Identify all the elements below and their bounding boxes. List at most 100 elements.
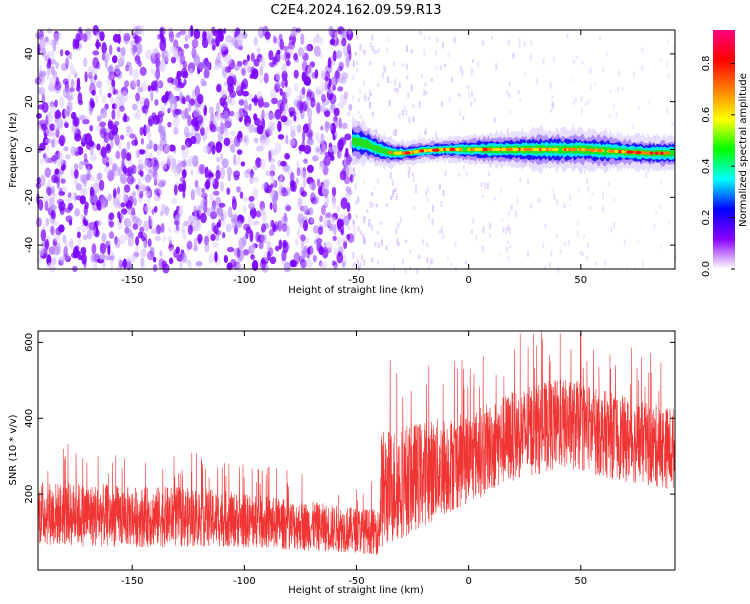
noise-blob xyxy=(259,114,264,122)
speckle xyxy=(444,63,446,68)
noise-blob xyxy=(184,34,189,42)
noise-blob xyxy=(187,114,192,127)
noise-blob xyxy=(206,207,212,216)
speckle xyxy=(418,254,421,259)
speckle xyxy=(586,177,589,184)
noise-blob xyxy=(141,172,145,182)
ridge-hotspot xyxy=(469,147,475,152)
noise-blob xyxy=(316,102,321,115)
noise-blob xyxy=(109,86,115,94)
speckle xyxy=(510,204,513,210)
speckle xyxy=(594,261,597,265)
noise-blob xyxy=(47,63,51,76)
noise-blob xyxy=(220,215,226,227)
speckle xyxy=(409,249,412,254)
noise-blob xyxy=(278,177,283,189)
speckle xyxy=(362,233,365,239)
speckle xyxy=(542,58,545,65)
noise-blob xyxy=(229,110,235,117)
speckle xyxy=(357,196,360,204)
noise-blob xyxy=(116,70,123,80)
speckle xyxy=(366,209,369,213)
noise-blob xyxy=(312,225,319,234)
noise-blob xyxy=(341,236,348,243)
speckle xyxy=(563,242,566,246)
speckle xyxy=(527,179,529,184)
spectrogram-ridge xyxy=(352,114,675,174)
noise-blob xyxy=(159,211,164,217)
noise-blob xyxy=(95,94,99,105)
noise-blob xyxy=(182,71,189,79)
noise-blob xyxy=(152,264,158,272)
speckle xyxy=(354,52,357,56)
colorbar-tick-label: 0.0 xyxy=(701,261,712,277)
noise-blob xyxy=(47,111,54,123)
noise-blob xyxy=(202,144,210,154)
noise-blob xyxy=(190,169,194,175)
speckle xyxy=(623,239,626,246)
speckle xyxy=(440,230,443,234)
noise-blob xyxy=(50,210,56,220)
speckle xyxy=(668,220,671,225)
noise-blob xyxy=(160,60,166,66)
noise-blob xyxy=(293,184,297,190)
noise-blob xyxy=(288,107,296,114)
noise-blob xyxy=(327,57,332,69)
noise-blob xyxy=(188,155,193,166)
noise-blob xyxy=(263,182,268,190)
noise-blob xyxy=(281,63,287,75)
speckle xyxy=(631,124,634,129)
speckle xyxy=(363,93,366,100)
speckle xyxy=(569,203,572,208)
noise-blob xyxy=(298,49,306,57)
noise-blob xyxy=(99,253,106,261)
noise-blob xyxy=(243,170,250,179)
speckle xyxy=(357,259,359,265)
noise-blob xyxy=(253,164,259,171)
noise-blob xyxy=(222,129,230,137)
noise-blob xyxy=(54,168,60,175)
speckle xyxy=(357,110,360,114)
noise-blob xyxy=(157,182,163,194)
noise-blob xyxy=(284,153,290,160)
noise-blob xyxy=(309,181,317,190)
noise-blob xyxy=(336,236,342,246)
noise-blob xyxy=(276,80,282,90)
ridge-hotspot xyxy=(649,151,654,155)
noise-blob xyxy=(221,65,226,76)
speckle xyxy=(447,52,450,58)
noise-blob xyxy=(214,203,219,215)
speckle xyxy=(484,182,487,190)
ridge-hotspot xyxy=(554,147,559,152)
noise-blob xyxy=(204,235,209,246)
noise-blob xyxy=(130,254,136,263)
noise-blob xyxy=(120,134,125,140)
noise-blob xyxy=(315,132,320,141)
speckle xyxy=(560,127,563,132)
noise-blob xyxy=(151,48,155,59)
noise-blob xyxy=(57,151,64,161)
noise-blob xyxy=(152,256,157,263)
noise-blob xyxy=(173,184,178,196)
noise-blob xyxy=(46,70,50,81)
noise-blob xyxy=(123,113,127,123)
noise-blob xyxy=(138,179,143,190)
speckle xyxy=(450,76,453,83)
speckle xyxy=(353,239,355,243)
noise-blob xyxy=(300,206,306,213)
noise-blob xyxy=(89,124,94,132)
speckle xyxy=(409,266,412,270)
noise-blob xyxy=(50,185,55,195)
noise-blob xyxy=(185,132,192,138)
speckle xyxy=(391,193,394,197)
noise-blob xyxy=(94,74,98,81)
speckle xyxy=(412,173,414,177)
noise-blob xyxy=(321,248,329,259)
speckle xyxy=(666,107,669,115)
noise-blob xyxy=(103,165,111,174)
noise-blob xyxy=(260,207,266,216)
noise-blob xyxy=(50,99,54,108)
noise-blob xyxy=(219,167,226,179)
speckle xyxy=(430,78,433,82)
